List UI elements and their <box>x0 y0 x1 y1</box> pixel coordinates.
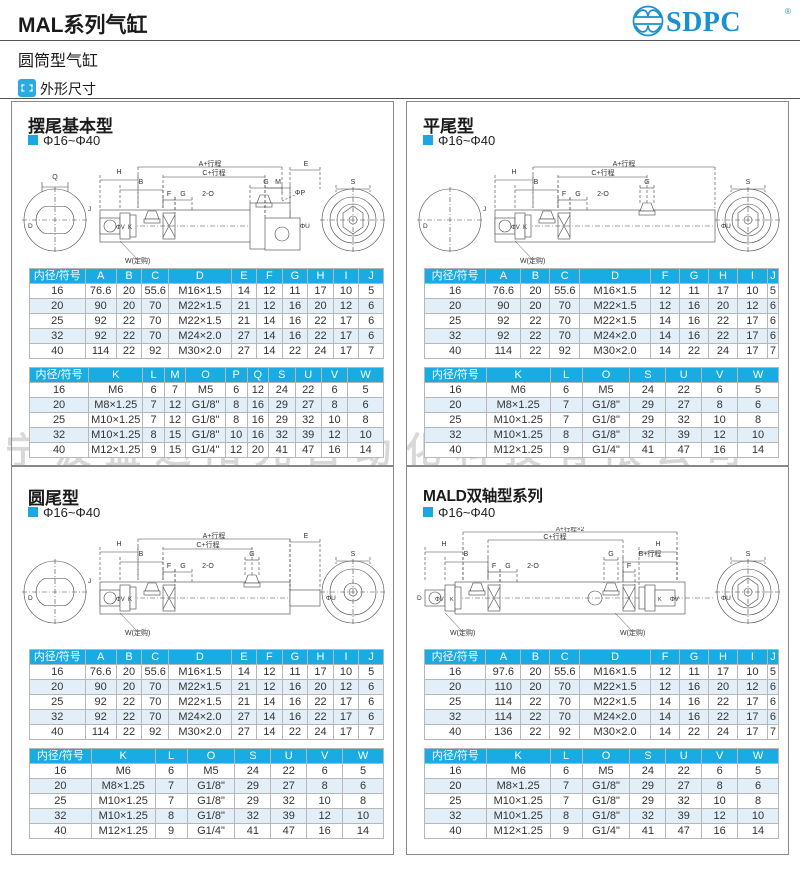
svg-text:G: G <box>180 191 185 198</box>
svg-text:C+行程: C+行程 <box>196 540 219 549</box>
svg-text:S: S <box>746 551 751 558</box>
svg-text:B+行程: B+行程 <box>639 549 662 558</box>
svg-text:K: K <box>523 225 527 231</box>
svg-text:2-O: 2-O <box>202 191 214 198</box>
svg-text:ΦU: ΦU <box>721 223 731 230</box>
svg-text:ΦP: ΦP <box>295 190 306 197</box>
svg-text:G: G <box>505 563 510 570</box>
svg-text:C+行程: C+行程 <box>543 532 566 541</box>
svg-text:W(定购): W(定购) <box>620 628 645 637</box>
svg-text:B: B <box>464 551 469 558</box>
svg-text:K: K <box>128 225 132 231</box>
svg-text:Q: Q <box>52 174 58 181</box>
svg-text:G: G <box>263 179 268 186</box>
svg-text:2-O: 2-O <box>597 191 609 198</box>
svg-text:F: F <box>562 191 566 198</box>
svg-text:ΦV: ΦV <box>116 225 125 231</box>
svg-text:D: D <box>28 223 33 230</box>
svg-text:ΦV: ΦV <box>670 597 679 603</box>
svg-text:M: M <box>275 179 281 186</box>
svg-text:K: K <box>128 597 132 603</box>
svg-text:B: B <box>534 179 539 186</box>
svg-text:W(定购): W(定购) <box>520 256 545 265</box>
svg-text:S: S <box>351 179 356 186</box>
svg-text:G: G <box>644 179 649 186</box>
svg-text:K: K <box>658 597 662 603</box>
svg-text:G: G <box>575 191 580 198</box>
svg-text:J: J <box>88 206 91 213</box>
svg-text:G: G <box>180 563 185 570</box>
svg-text:F: F <box>492 563 496 570</box>
svg-text:K: K <box>450 597 454 603</box>
svg-text:SDPC: SDPC <box>666 7 741 38</box>
svg-text:A+行程: A+行程 <box>613 159 636 168</box>
svg-text:D: D <box>417 595 422 602</box>
svg-text:A+行程: A+行程 <box>203 531 226 540</box>
svg-text:E: E <box>304 533 309 540</box>
svg-text:®: ® <box>785 7 791 16</box>
svg-text:S: S <box>746 179 751 186</box>
svg-text:E: E <box>304 161 309 168</box>
svg-text:J: J <box>88 578 91 585</box>
svg-text:B: B <box>139 551 144 558</box>
svg-text:W(定购): W(定购) <box>125 256 150 265</box>
svg-text:2-O: 2-O <box>202 563 214 570</box>
svg-text:B: B <box>139 179 144 186</box>
svg-text:F: F <box>167 563 171 570</box>
svg-text:H: H <box>511 169 516 176</box>
svg-text:A+行程×2: A+行程×2 <box>556 527 585 533</box>
svg-text:ΦV: ΦV <box>116 597 125 603</box>
svg-text:C+行程: C+行程 <box>591 168 614 177</box>
svg-text:ΦU: ΦU <box>721 595 731 602</box>
svg-text:A+行程: A+行程 <box>199 159 222 168</box>
svg-text:D: D <box>423 223 428 230</box>
svg-text:S: S <box>351 551 356 558</box>
svg-text:J: J <box>483 206 486 213</box>
svg-text:F: F <box>167 191 171 198</box>
svg-text:D: D <box>28 595 33 602</box>
svg-text:C+行程: C+行程 <box>202 168 225 177</box>
svg-text:H: H <box>116 541 121 548</box>
svg-text:2-O: 2-O <box>527 563 539 570</box>
svg-text:W(定购): W(定购) <box>125 628 150 637</box>
svg-text:G: G <box>608 551 613 558</box>
svg-text:H: H <box>441 541 446 548</box>
svg-text:F: F <box>627 563 631 570</box>
svg-text:W(定购): W(定购) <box>450 628 475 637</box>
svg-text:H: H <box>655 541 660 548</box>
svg-text:H: H <box>116 169 121 176</box>
svg-text:ΦU: ΦU <box>326 595 336 602</box>
svg-text:ΦU: ΦU <box>300 223 310 230</box>
svg-text:ΦV: ΦV <box>511 225 520 231</box>
svg-text:ΦV: ΦV <box>435 597 444 603</box>
svg-text:G: G <box>249 551 254 558</box>
